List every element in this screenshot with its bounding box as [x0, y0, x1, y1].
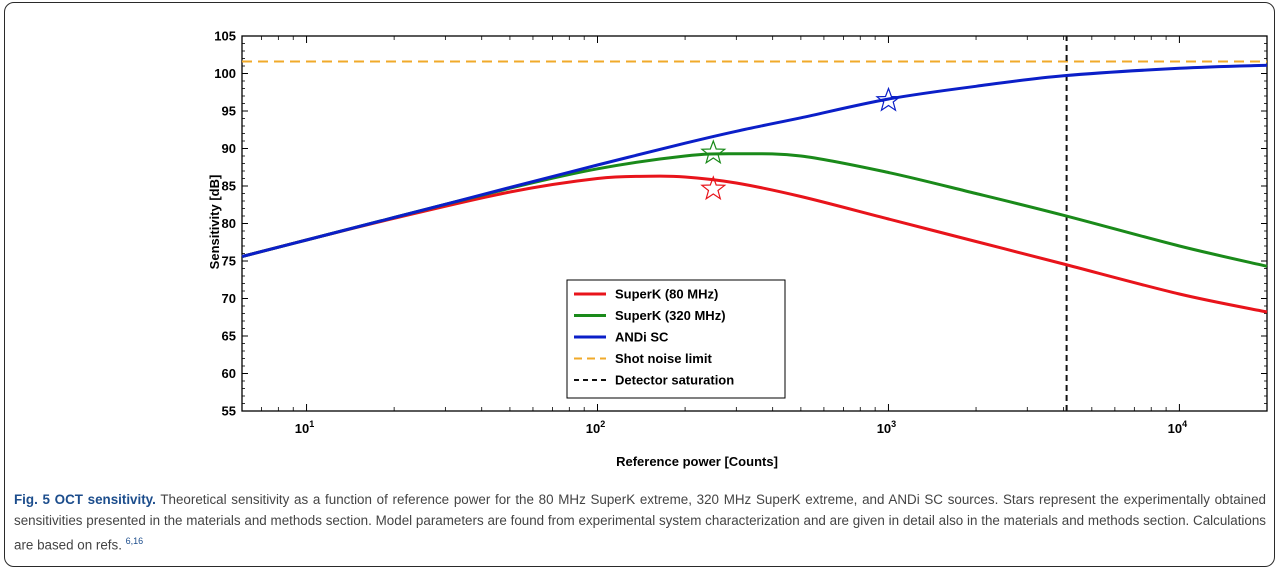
legend-label: SuperK (80 MHz) [615, 287, 718, 302]
axes-group: 55 60 65 70 75 80 85 90 95 100 105 101 102 103 104 [214, 29, 1268, 436]
y-tick-label: 75 [222, 254, 236, 269]
legend-label: Detector saturation [615, 373, 734, 388]
caption-label: Fig. 5 OCT sensitivity. [14, 492, 156, 507]
x-axis-label: Reference power [Counts] [616, 454, 778, 469]
sensitivity-chart: 55 60 65 70 75 80 85 90 95 100 105 101 102 103 104 Sup… [207, 29, 1268, 469]
y-tick-label: 80 [222, 216, 236, 231]
series-line-superk-320-mhz [241, 152, 1268, 268]
y-tick-label: 90 [222, 141, 236, 156]
y-tick-label: 85 [222, 179, 236, 194]
legend: SuperK (80 MHz) SuperK (320 MHz) ANDi SC Sh… [566, 279, 786, 399]
y-axis-label: Sensitivity [dB] [207, 175, 222, 270]
series-group [241, 36, 1268, 411]
legend-box [566, 279, 786, 399]
y-tick-label: 105 [214, 29, 236, 44]
y-tick-label: 95 [222, 104, 236, 119]
x-tick-label: 102 [586, 419, 605, 436]
y-tick-label: 60 [222, 366, 236, 381]
legend-label: SuperK (320 MHz) [615, 308, 726, 323]
legend-label: ANDi SC [615, 330, 669, 345]
y-tick-label: 65 [222, 329, 236, 344]
legend-label: Shot noise limit [615, 351, 712, 366]
y-tick-label: 70 [222, 291, 236, 306]
x-tick-label: 101 [295, 419, 314, 436]
caption-refs-link[interactable]: 6,16 [125, 536, 144, 546]
measured-sensitivity-star [700, 139, 727, 165]
x-tick-label: 103 [877, 419, 896, 436]
series-line-andi-sc [241, 63, 1268, 258]
y-tick-label: 100 [214, 66, 236, 81]
figure-caption: Fig. 5 OCT sensitivity. Theoretical sens… [14, 489, 1266, 555]
caption-text: Theoretical sensitivity as a function of… [14, 492, 1266, 553]
y-tick-label: 55 [222, 404, 236, 419]
measured-sensitivity-star [875, 86, 902, 112]
x-tick-label: 104 [1168, 419, 1187, 436]
measured-sensitivity-star [700, 175, 727, 201]
